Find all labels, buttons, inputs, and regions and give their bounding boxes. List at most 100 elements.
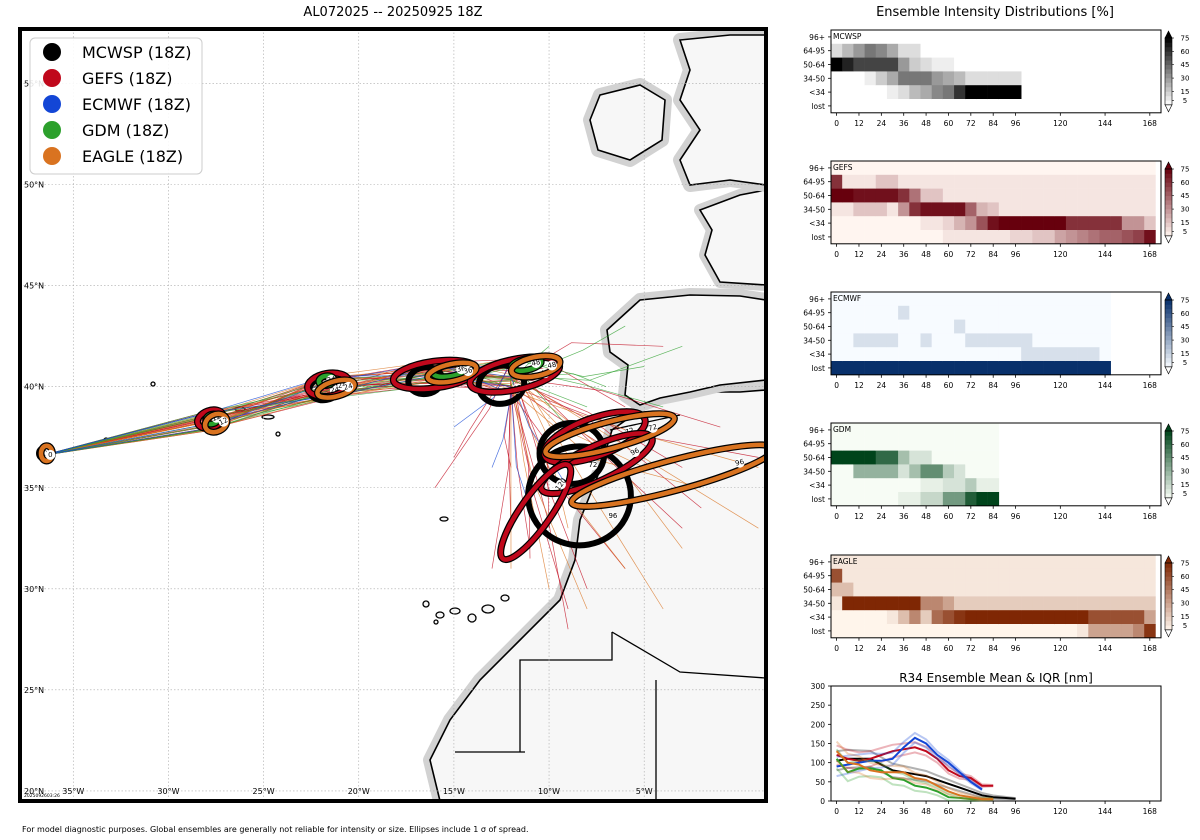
colorbar-segment [1165, 466, 1172, 472]
heatmap-cell [965, 30, 977, 45]
heatmap-cell [831, 43, 843, 58]
colorbar-max-arrow [1164, 161, 1173, 170]
heatmap-cell [942, 216, 955, 231]
colorbar-tick-label: 15 [1181, 613, 1190, 621]
heatmap-cell [942, 478, 955, 493]
heatmap-cell [954, 188, 966, 203]
x-tick-label: 48 [921, 512, 931, 521]
colorbar-segment [1165, 38, 1172, 43]
heatmap-cell [987, 610, 1000, 625]
hour-label: 72 [647, 423, 658, 433]
y-tick-label: 64-95 [803, 178, 825, 187]
heatmap-cell [965, 305, 977, 320]
heatmap-cell [886, 292, 899, 307]
heatmap-cell [954, 361, 966, 376]
x-tick-label: 84 [988, 250, 998, 259]
spread-ellipses: 0243648729612243648729612012243648012243… [36, 352, 766, 564]
heatmap-cell [954, 582, 966, 597]
heatmap-cell [1032, 333, 1044, 348]
heatmap-cell [853, 319, 865, 334]
heatmap-cell [998, 568, 1011, 583]
y-tick-label: 50-64 [803, 323, 825, 332]
hour-label: 0 [48, 451, 52, 459]
x-tick-label: 0 [834, 512, 839, 521]
heatmap-cell [987, 43, 1000, 58]
heatmap-cell [1110, 174, 1123, 189]
heatmap-cell [853, 202, 865, 217]
heatmap-cell [1021, 555, 1033, 570]
heatmap-cell [976, 30, 988, 45]
heatmap-cell [998, 319, 1011, 334]
heatmap-cell [1110, 555, 1123, 570]
r34-series-eagle [835, 740, 994, 802]
heatmap-cell [886, 568, 899, 583]
y-tick-label: lost [811, 233, 825, 242]
r34-x-tick-label: 36 [899, 807, 909, 816]
heatmap-cell [931, 333, 944, 348]
colorbar-segment [1165, 204, 1172, 210]
heatmap-cell [1021, 202, 1033, 217]
colorbar-tick-label: 45 [1181, 454, 1190, 462]
heatmap-cell [1054, 292, 1067, 307]
heatmap-cell [898, 292, 910, 307]
heatmap-cell [875, 202, 888, 217]
heatmap-cell [886, 582, 899, 597]
heatmap-cell [942, 347, 955, 362]
r34-x-tick-label: 168 [1143, 807, 1158, 816]
heatmap-cell [1043, 555, 1056, 570]
heatmap-cell [853, 568, 865, 583]
heatmap-cell [998, 188, 1011, 203]
ellipse-eagle-72: 72 [542, 410, 678, 461]
heatmap-cell [954, 464, 966, 479]
heatmap-cell [987, 230, 1000, 245]
intensity-panel-gefs: GEFS 96+ 64-95 50-64 34-50 <34 lost 0 12 24 36 48 60… [803, 160, 1189, 259]
y-tick-label: 96+ [809, 164, 825, 173]
heatmap-cell [965, 99, 977, 114]
heatmap-cell [942, 85, 955, 100]
hour-label-bg [546, 360, 557, 371]
heatmap-cell [875, 450, 888, 465]
heatmap-cell [842, 478, 854, 493]
colorbar-tick-label: 5 [1183, 622, 1187, 630]
colorbar-segment [1165, 213, 1172, 219]
legend-label-mcwsp: MCWSP (18Z) [82, 43, 192, 62]
heatmap-cell [1009, 555, 1022, 570]
y-tick-label: 50-64 [803, 586, 825, 595]
heatmap-cell [1032, 568, 1044, 583]
panel-model-label: GEFS [833, 163, 853, 172]
heatmap-cell [976, 423, 988, 438]
r34-x-tick-label: 72 [966, 807, 976, 816]
lon-label: 30°W [157, 787, 179, 796]
heatmap-cell [1009, 202, 1022, 217]
lat-label: 40°N [24, 383, 44, 392]
heatmap-cell [898, 230, 910, 245]
heatmap-cell [976, 436, 988, 451]
heatmap-cell [931, 174, 944, 189]
heatmap-cell [976, 333, 988, 348]
heatmap-cell [942, 319, 955, 334]
x-tick-label: 24 [877, 381, 887, 390]
heatmap-cell [1021, 305, 1033, 320]
heatmap-cell [1121, 188, 1134, 203]
heatmap-cell [1009, 43, 1022, 58]
colorbar-segment [1165, 231, 1172, 237]
heatmap-cell [831, 305, 843, 320]
colorbar-tick-label: 75 [1181, 297, 1190, 305]
heatmap-cell [831, 361, 843, 376]
heatmap-cell [886, 555, 899, 570]
heatmap-cell [1009, 568, 1022, 583]
heatmap-cell [920, 492, 932, 507]
heatmap-cell [1009, 174, 1022, 189]
heatmap-cell [1099, 292, 1111, 307]
heatmap-cell [1032, 555, 1044, 570]
heatmap-cell [998, 174, 1011, 189]
heatmap-cell [853, 464, 865, 479]
heatmap-cell [1043, 216, 1056, 231]
heatmap-cell [842, 555, 854, 570]
heatmap-cell [831, 57, 843, 72]
heatmap-cell [1077, 230, 1089, 245]
heatmap-cell [1021, 292, 1033, 307]
y-tick-label: <34 [809, 219, 825, 228]
r34-y-tick-label: 100 [811, 759, 826, 768]
y-tick-label: lost [811, 495, 825, 504]
